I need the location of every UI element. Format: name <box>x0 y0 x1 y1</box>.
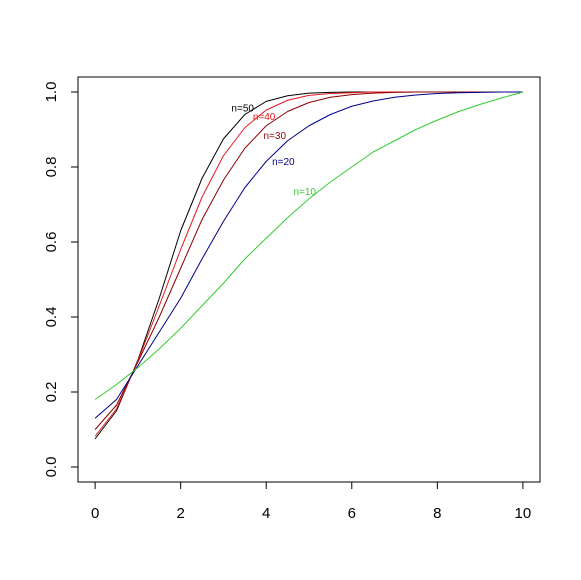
y-tick-label: 0.8 <box>43 157 60 178</box>
x-tick-label: 8 <box>433 505 441 522</box>
series-label-layer: n=50n=40 n=30 n=20 n=10 <box>231 104 316 199</box>
x-tick-label: 0 <box>91 505 99 522</box>
x-tick-label: 2 <box>176 505 184 522</box>
series-label-n=30: n=30 <box>264 131 287 142</box>
axis-layer: 0 2 4 6 8 10 0.0 0.2 0.4 0.6 0.8 1.0 <box>43 82 531 522</box>
series-label-n=20: n=20 <box>272 157 295 168</box>
plot-frame <box>77 76 541 483</box>
series-line-n=10 <box>94 91 524 400</box>
series-line-n=50 <box>94 91 523 440</box>
x-tick-label: 10 <box>515 505 532 522</box>
y-tick-label: 0.4 <box>43 307 60 328</box>
series-label-n=40: n=40 <box>253 112 276 123</box>
x-tick-label: 4 <box>262 505 270 522</box>
series-layer <box>94 91 524 440</box>
y-tick-label: 0.2 <box>43 382 60 403</box>
series-line-n=20 <box>94 91 523 419</box>
series-line-n=30 <box>94 91 523 430</box>
y-tick-label: 1.0 <box>43 82 60 103</box>
series-label-n=50: n=50 <box>231 104 254 115</box>
series-label-n=10: n=10 <box>293 187 316 198</box>
x-tick-label: 6 <box>348 505 356 522</box>
y-tick-label: 0.0 <box>43 457 60 478</box>
series-line-n=40 <box>94 91 523 437</box>
y-tick-label: 0.6 <box>43 232 60 253</box>
